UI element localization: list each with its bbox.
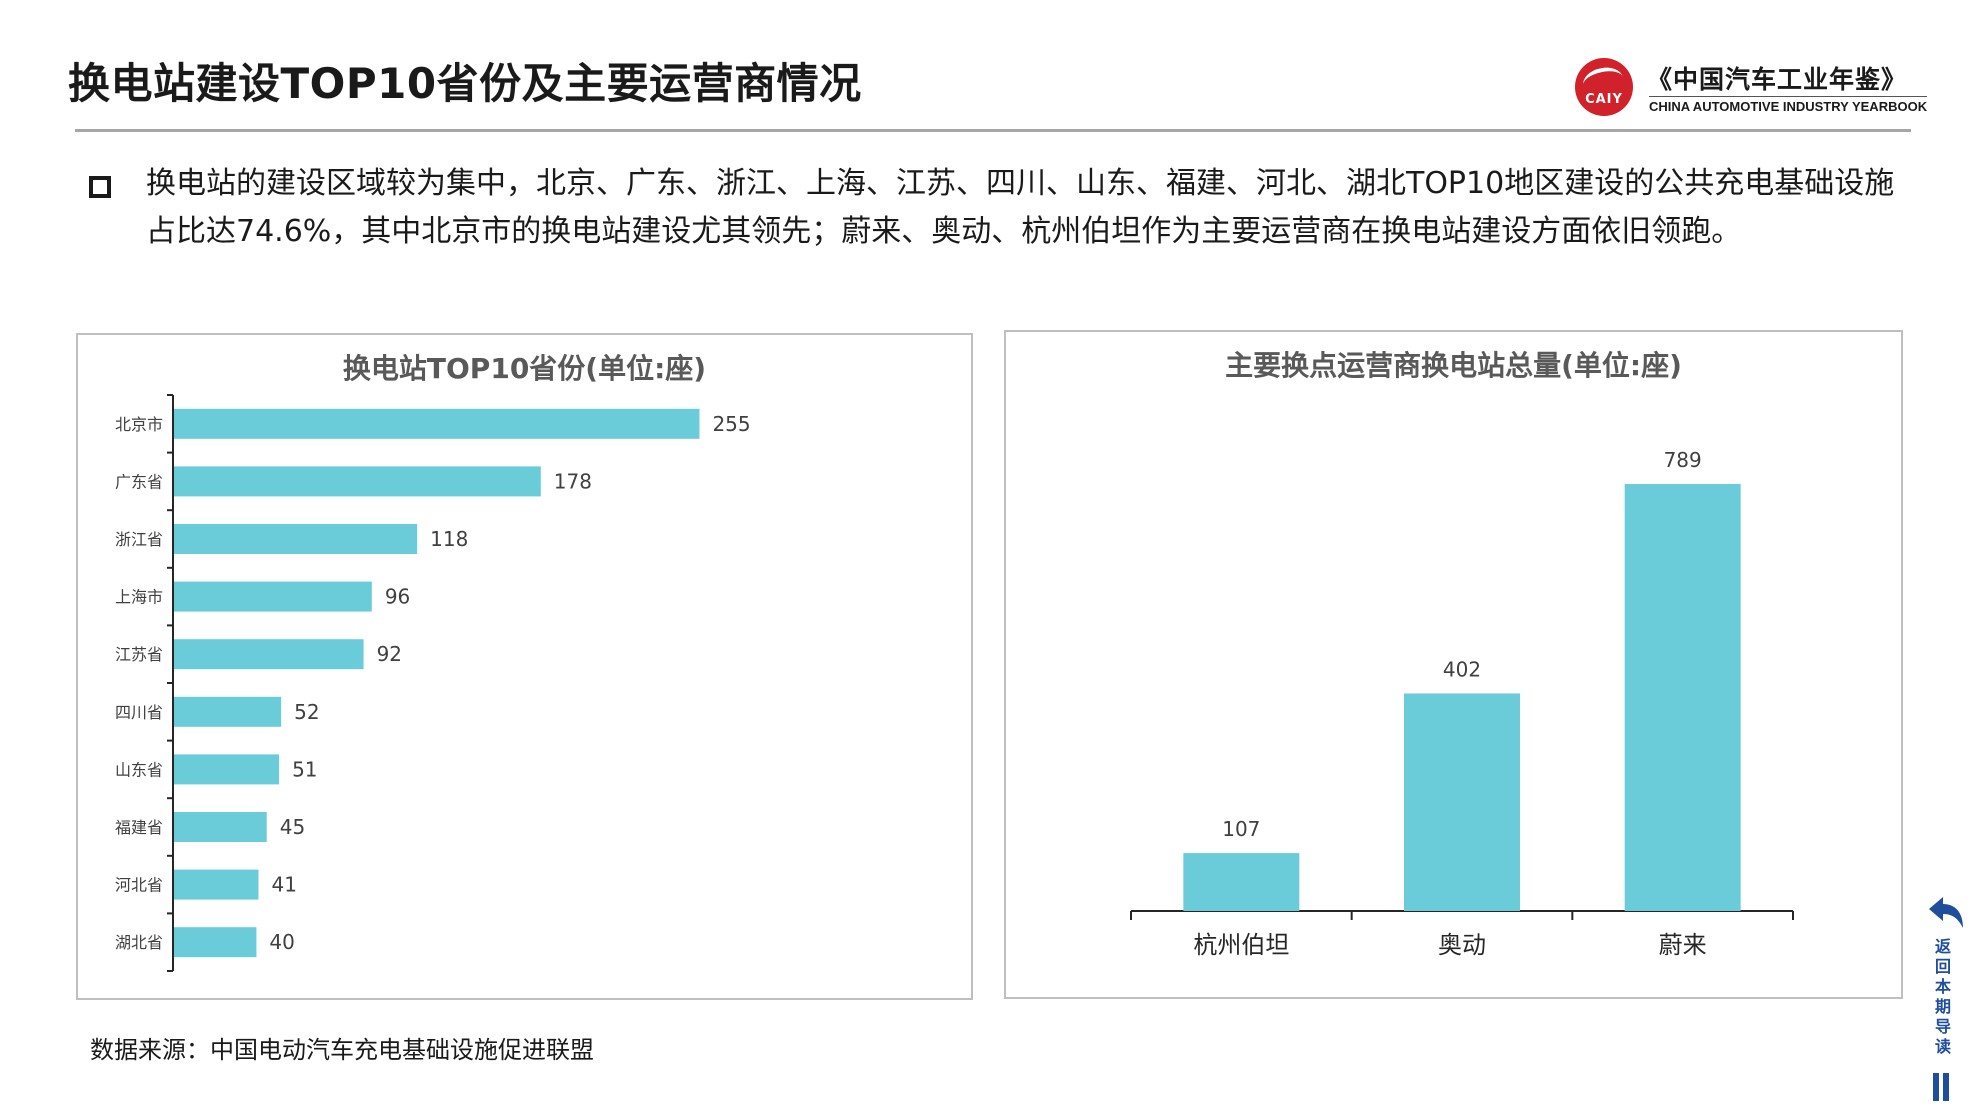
bar — [174, 812, 267, 842]
square-bullet-icon — [89, 176, 111, 198]
data-label: 96 — [385, 585, 410, 609]
chart-title: 换电站TOP10省份(单位:座) — [343, 352, 706, 385]
category-label: 浙江省 — [115, 530, 163, 549]
header-divider — [75, 129, 1911, 132]
caiy-logo: CAIY 《中国汽车工业年鉴》 CHINA AUTOMOTIVE INDUSTR… — [1575, 56, 1928, 120]
logo-chinese-name: 《中国汽车工业年鉴》 — [1647, 65, 1908, 94]
data-label: 107 — [1222, 817, 1260, 841]
data-source-note: 数据来源：中国电动汽车充电基础设施促进联盟 — [90, 1036, 594, 1064]
category-label: 广东省 — [115, 472, 163, 491]
data-label: 41 — [271, 873, 296, 897]
data-label: 118 — [430, 527, 468, 551]
category-label: 北京市 — [115, 415, 163, 434]
operator-bar-chart: 主要换点运营商换电站总量(单位:座) 107 杭州伯坦 402 奥动 789 蔚来 — [1130, 349, 1794, 959]
province-bar-chart: 换电站TOP10省份(单位:座) 北京市 255 广东省 178 浙江省 118 上海市 96 江… — [115, 352, 751, 972]
chart-title: 主要换点运营商换电站总量(单位:座) — [1225, 349, 1682, 382]
data-label: 52 — [294, 700, 319, 724]
bar — [1624, 484, 1741, 911]
category-label: 上海市 — [115, 588, 163, 607]
data-label: 789 — [1664, 448, 1702, 472]
data-label: 51 — [292, 757, 317, 781]
category-label: 江苏省 — [115, 645, 163, 664]
category-label: 福建省 — [115, 818, 163, 837]
bar — [174, 754, 280, 785]
bar — [174, 696, 282, 727]
bar — [174, 869, 259, 900]
menu-bars-icon — [1933, 1073, 1951, 1101]
page-title: 换电站建设TOP10省份及主要运营商情况 — [68, 59, 862, 108]
return-arrow-icon — [1929, 897, 1963, 928]
data-label: 45 — [280, 815, 305, 839]
bar — [174, 408, 700, 439]
province-chart-panel: 换电站TOP10省份(单位:座) 北京市 255 广东省 178 浙江省 118 上海市 96 江… — [76, 333, 973, 1000]
bar — [174, 639, 364, 670]
category-label: 四川省 — [115, 703, 163, 722]
bar — [174, 581, 372, 612]
bar — [1404, 693, 1520, 911]
bar — [174, 927, 257, 958]
data-label: 178 — [554, 469, 592, 493]
category-label: 山东省 — [115, 760, 163, 779]
data-label: 40 — [269, 930, 294, 954]
category-label: 奥动 — [1438, 931, 1486, 959]
data-label: 92 — [377, 642, 402, 666]
caiy-badge-icon: CAIY — [1575, 58, 1633, 116]
category-label: 杭州伯坦 — [1193, 931, 1289, 959]
operator-chart-panel: 主要换点运营商换电站总量(单位:座) 107 杭州伯坦 402 奥动 789 蔚来 — [1004, 330, 1903, 999]
data-label: 402 — [1443, 657, 1481, 681]
category-label: 湖北省 — [115, 933, 163, 952]
back-to-contents-nav[interactable]: 返回本期导读 — [1922, 895, 1968, 1105]
logo-english-name: CHINA AUTOMOTIVE INDUSTRY YEARBOOK — [1649, 96, 1928, 114]
bar — [1183, 853, 1300, 911]
summary-text: 换电站的建设区域较为集中，北京、广东、浙江、上海、江苏、四川、山东、福建、河北、… — [146, 166, 1895, 249]
category-label: 蔚来 — [1659, 931, 1707, 959]
bar — [174, 466, 541, 497]
bar — [174, 524, 418, 554]
back-to-contents-label: 返回本期导读 — [1934, 937, 1951, 1056]
data-label: 255 — [712, 412, 750, 436]
category-label: 河北省 — [115, 876, 163, 895]
